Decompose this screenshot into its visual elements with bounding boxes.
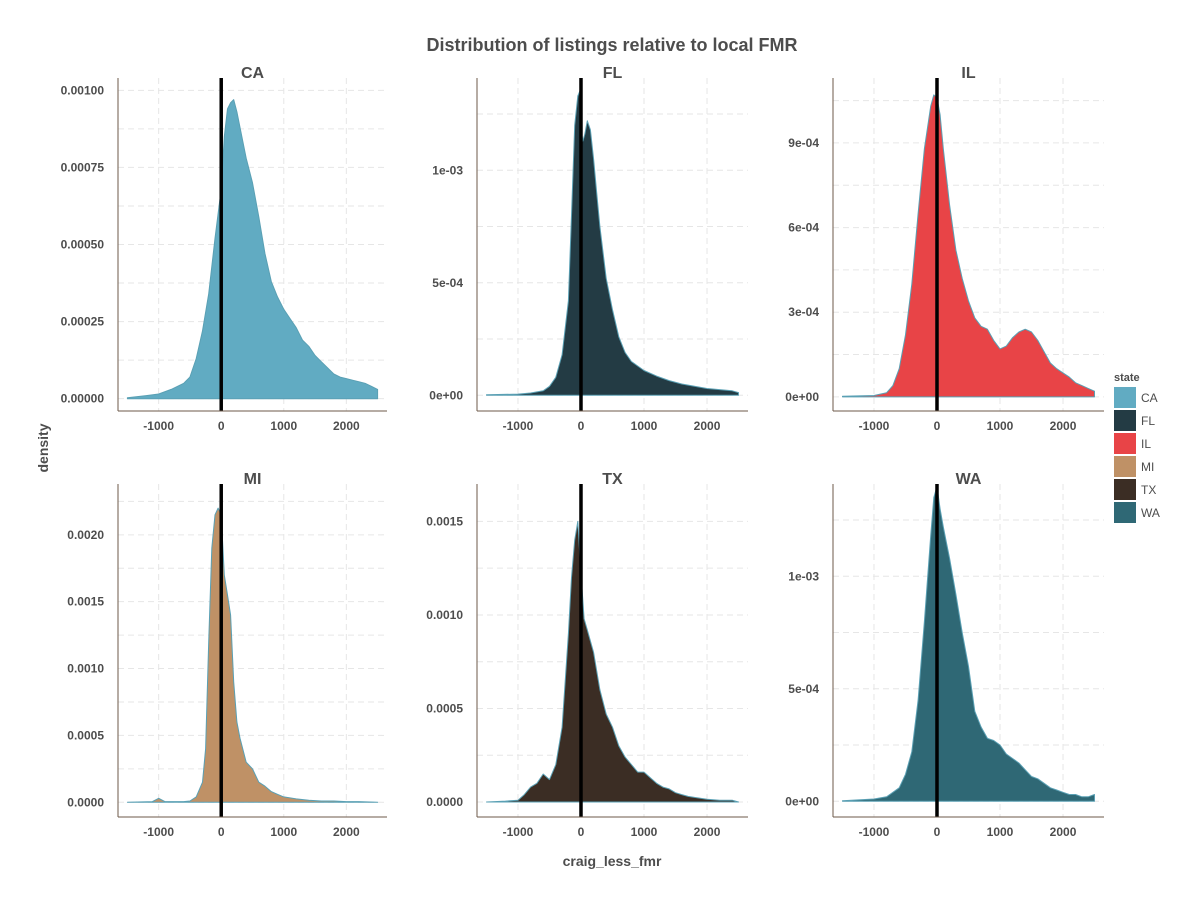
x-tick-label: -1000 [503, 825, 534, 839]
density-area-fl [486, 91, 739, 396]
legend-label-wa: WA [1141, 506, 1160, 520]
facet-label-il: IL [961, 65, 975, 82]
y-tick-label: 0.0000 [426, 795, 463, 809]
y-tick-label: 0.0010 [67, 662, 104, 676]
y-tick-label: 0e+00 [429, 388, 463, 402]
x-tick-label: 2000 [694, 419, 721, 433]
y-axis-label: density [35, 423, 51, 472]
density-area-il [842, 94, 1095, 398]
panel-wa: -1000 0 1000 2000 0e+00 5e-04 1e-03 WA [785, 471, 1104, 839]
y-tick-label: 0.00100 [61, 83, 105, 97]
y-tick-label: 0.0005 [426, 701, 463, 715]
panel-fl: -1000 0 1000 2000 0e+00 5e-04 1e-03 FL [429, 65, 748, 433]
y-tick-label: 6e-04 [788, 221, 819, 235]
x-axis-label: craig_less_fmr [563, 853, 662, 869]
x-tick-label: -1000 [143, 825, 174, 839]
x-tick-label: -1000 [503, 419, 534, 433]
legend-label-mi: MI [1141, 460, 1154, 474]
y-tick-label: 9e-04 [788, 136, 819, 150]
facet-label-fl: FL [603, 65, 623, 82]
x-tick-label: 1000 [631, 825, 658, 839]
y-tick-label: 0.0015 [67, 595, 104, 609]
y-tick-label: 0.00025 [61, 315, 105, 329]
legend-swatch-wa [1114, 502, 1136, 523]
panel-mi: -1000 0 1000 2000 0.0000 0.0005 0.0010 0.0015 0.… [67, 471, 387, 839]
x-tick-label: 0 [218, 825, 225, 839]
facet-label-wa: WA [956, 471, 982, 488]
panel-il: -1000 0 1000 2000 0e+00 3e-04 6e-04 9e-04 IL [785, 65, 1104, 433]
facet-label-ca: CA [241, 65, 265, 82]
y-tick-label: 0.00000 [61, 392, 105, 406]
x-tick-label: 2000 [1050, 825, 1077, 839]
legend-swatch-il [1114, 433, 1136, 454]
y-tick-label: 0.0010 [426, 608, 463, 622]
x-tick-label: 0 [578, 825, 585, 839]
x-tick-label: 0 [934, 419, 941, 433]
y-tick-label: 0.0015 [426, 514, 463, 528]
x-tick-label: 1000 [631, 419, 658, 433]
facet-panels: -1000 0 1000 20000.000000.000250.000500.000… [61, 65, 1104, 839]
x-tick-label: 1000 [270, 419, 297, 433]
y-tick-label: 0.0005 [67, 728, 104, 742]
y-tick-label: 0e+00 [785, 390, 819, 404]
legend-label-il: IL [1141, 437, 1151, 451]
panel-ca: -1000 0 1000 2000 0.00000 0.00025 0.00050 0.000… [61, 65, 387, 433]
x-tick-label: -1000 [859, 419, 890, 433]
x-tick-label: 2000 [333, 419, 360, 433]
x-tick-label: 2000 [333, 825, 360, 839]
legend: state CA FL IL MI TX WA [1114, 372, 1160, 523]
density-area-ca [126, 99, 379, 400]
density-area-mi [126, 507, 379, 803]
legend-swatch-ca [1114, 387, 1136, 408]
y-tick-label: 0.00075 [61, 160, 105, 174]
y-tick-label: 0e+00 [785, 794, 819, 808]
x-tick-label: 0 [934, 825, 941, 839]
x-tick-label: 1000 [987, 419, 1014, 433]
x-tick-label: -1000 [859, 825, 890, 839]
x-tick-label: 1000 [270, 825, 297, 839]
y-tick-label: 0.0000 [67, 795, 104, 809]
x-tick-label: 0 [578, 419, 585, 433]
density-area-wa [842, 485, 1095, 802]
panel-tx: -1000 0 1000 2000 0.0000 0.0005 0.0010 0.0015 TX [426, 471, 748, 839]
legend-swatch-fl [1114, 410, 1136, 431]
legend-label-ca: CA [1141, 391, 1158, 405]
legend-swatch-tx [1114, 479, 1136, 500]
legend-title: state [1114, 372, 1140, 384]
facet-label-tx: TX [602, 471, 623, 488]
facet-label-mi: MI [244, 471, 262, 488]
y-tick-label: 5e-04 [432, 276, 463, 290]
y-tick-label: 1e-03 [432, 163, 463, 177]
x-tick-label: 1000 [987, 825, 1014, 839]
y-tick-label: 1e-03 [788, 569, 819, 583]
legend-swatch-mi [1114, 456, 1136, 477]
y-tick-label: 0.0020 [67, 528, 104, 542]
legend-label-fl: FL [1141, 414, 1155, 428]
y-tick-label: 3e-04 [788, 305, 819, 319]
density-area-tx [486, 520, 739, 803]
x-tick-label: 2000 [694, 825, 721, 839]
x-tick-label: 0 [218, 419, 225, 433]
y-tick-label: 5e-04 [788, 682, 819, 696]
y-tick-label: 0.00050 [61, 238, 105, 252]
legend-label-tx: TX [1141, 483, 1156, 497]
x-tick-label: -1000 [143, 419, 174, 433]
x-tick-label: 2000 [1050, 419, 1077, 433]
chart-title: Distribution of listings relative to loc… [426, 35, 797, 55]
